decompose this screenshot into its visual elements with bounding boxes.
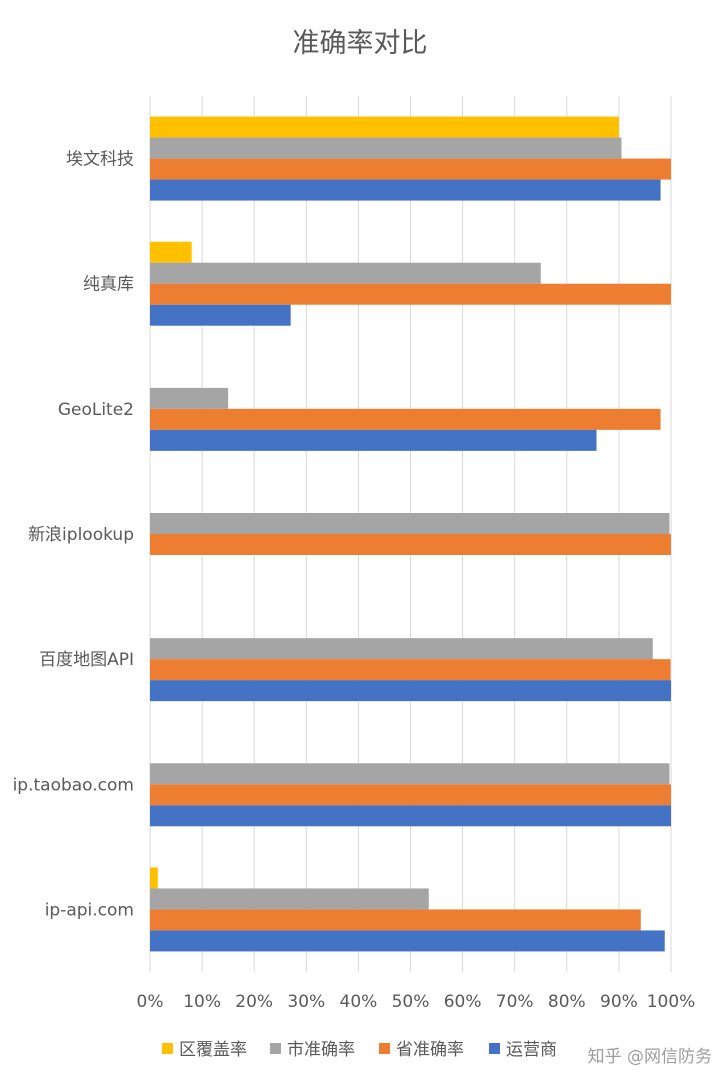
bar [150,638,653,660]
legend-swatch [162,1043,173,1054]
x-tick-label: 100% [647,992,696,1012]
category-label: ip.taobao.com [13,775,134,795]
bar [150,262,541,284]
x-tick-labels: 0% 10% 20% 30% 40% 50% 60% 70% 80% 90% 100% [137,992,696,1012]
chart-title: 准确率对比 [293,28,428,59]
bar [150,408,661,430]
x-tick-label: 40% [340,992,378,1012]
bar [150,930,665,952]
category-label: ip-api.com [45,900,134,920]
legend-swatch [489,1043,500,1054]
legend-swatch [379,1043,390,1054]
legend-label: 省准确率 [396,1040,464,1060]
legend-label: 区覆盖率 [179,1040,247,1060]
bar [150,304,291,326]
bar [150,179,661,201]
legend-label: 市准确率 [287,1040,355,1060]
x-tick-label: 80% [548,992,586,1012]
x-tick-label: 30% [287,992,325,1012]
watermark-text: 知乎 @网信防务 [588,1047,712,1067]
legend-swatch [270,1043,281,1054]
bar [150,158,671,180]
bar [150,659,671,681]
category-label: 百度地图API [39,650,134,670]
bar [150,241,192,263]
x-tick-label: 60% [444,992,482,1012]
bar [150,429,597,451]
bar [150,116,619,138]
legend: 区覆盖率 市准确率 省准确率 运营商 [162,1040,557,1060]
category-label: 新浪iplookup [28,525,134,545]
bar [150,805,671,827]
legend-label: 运营商 [506,1040,557,1060]
bar [150,534,671,555]
bar [150,784,671,806]
bar [150,137,622,159]
bar [150,888,429,910]
x-tick-label: 20% [235,992,273,1012]
bar [150,867,158,889]
x-tick-label: 10% [183,992,221,1012]
category-label: GeoLite2 [58,400,134,420]
bar [150,283,671,305]
x-tick-label: 0% [137,992,164,1012]
bar [150,513,670,534]
bar [150,909,641,931]
bar [150,387,229,409]
x-tick-label: 50% [392,992,430,1012]
x-tick-label: 70% [496,992,534,1012]
bars-layer [150,116,671,952]
category-label: 埃文科技 [66,150,134,170]
x-tick-label: 90% [600,992,638,1012]
bar [150,680,671,702]
bar [150,763,670,785]
category-label: 纯真库 [83,275,134,295]
